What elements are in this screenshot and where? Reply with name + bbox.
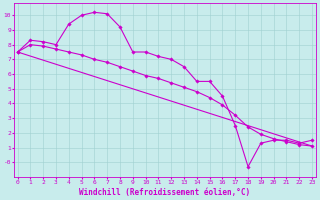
- X-axis label: Windchill (Refroidissement éolien,°C): Windchill (Refroidissement éolien,°C): [79, 188, 251, 197]
